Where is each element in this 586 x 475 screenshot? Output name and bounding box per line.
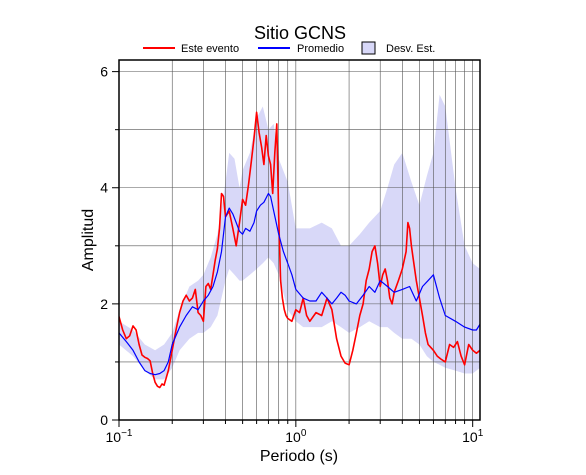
legend-label-desv-est: Desv. Est. [386,43,435,55]
axes: 10−1 100 101 0 2 4 6 [100,64,483,445]
x-tick-label: 101 [462,428,484,445]
y-tick-label: 6 [100,64,108,80]
legend-label-este-evento: Este evento [181,43,239,55]
y-tick-label: 4 [100,180,108,196]
x-tick-label: 10−1 [106,428,133,445]
legend-label-promedio: Promedio [297,43,344,55]
series-line-este-evento [119,111,480,389]
plot-frame [118,59,481,421]
series-layer [119,111,480,389]
x-tick-label: 100 [285,428,307,445]
x-axis-label: Periodo (s) [260,448,338,465]
std-band [119,94,480,380]
legend-swatch-desv-est [361,41,376,55]
legend: Este evento Promedio Desv. Est. [143,41,435,55]
chart-title: Sitio GCNS [254,23,346,43]
std-band-layer [119,94,480,380]
y-axis-label: Amplitud [80,209,97,271]
y-tick-label: 0 [100,412,108,428]
series-line-promedio [119,192,480,376]
y-tick-label: 2 [100,296,108,312]
grid [118,60,480,420]
